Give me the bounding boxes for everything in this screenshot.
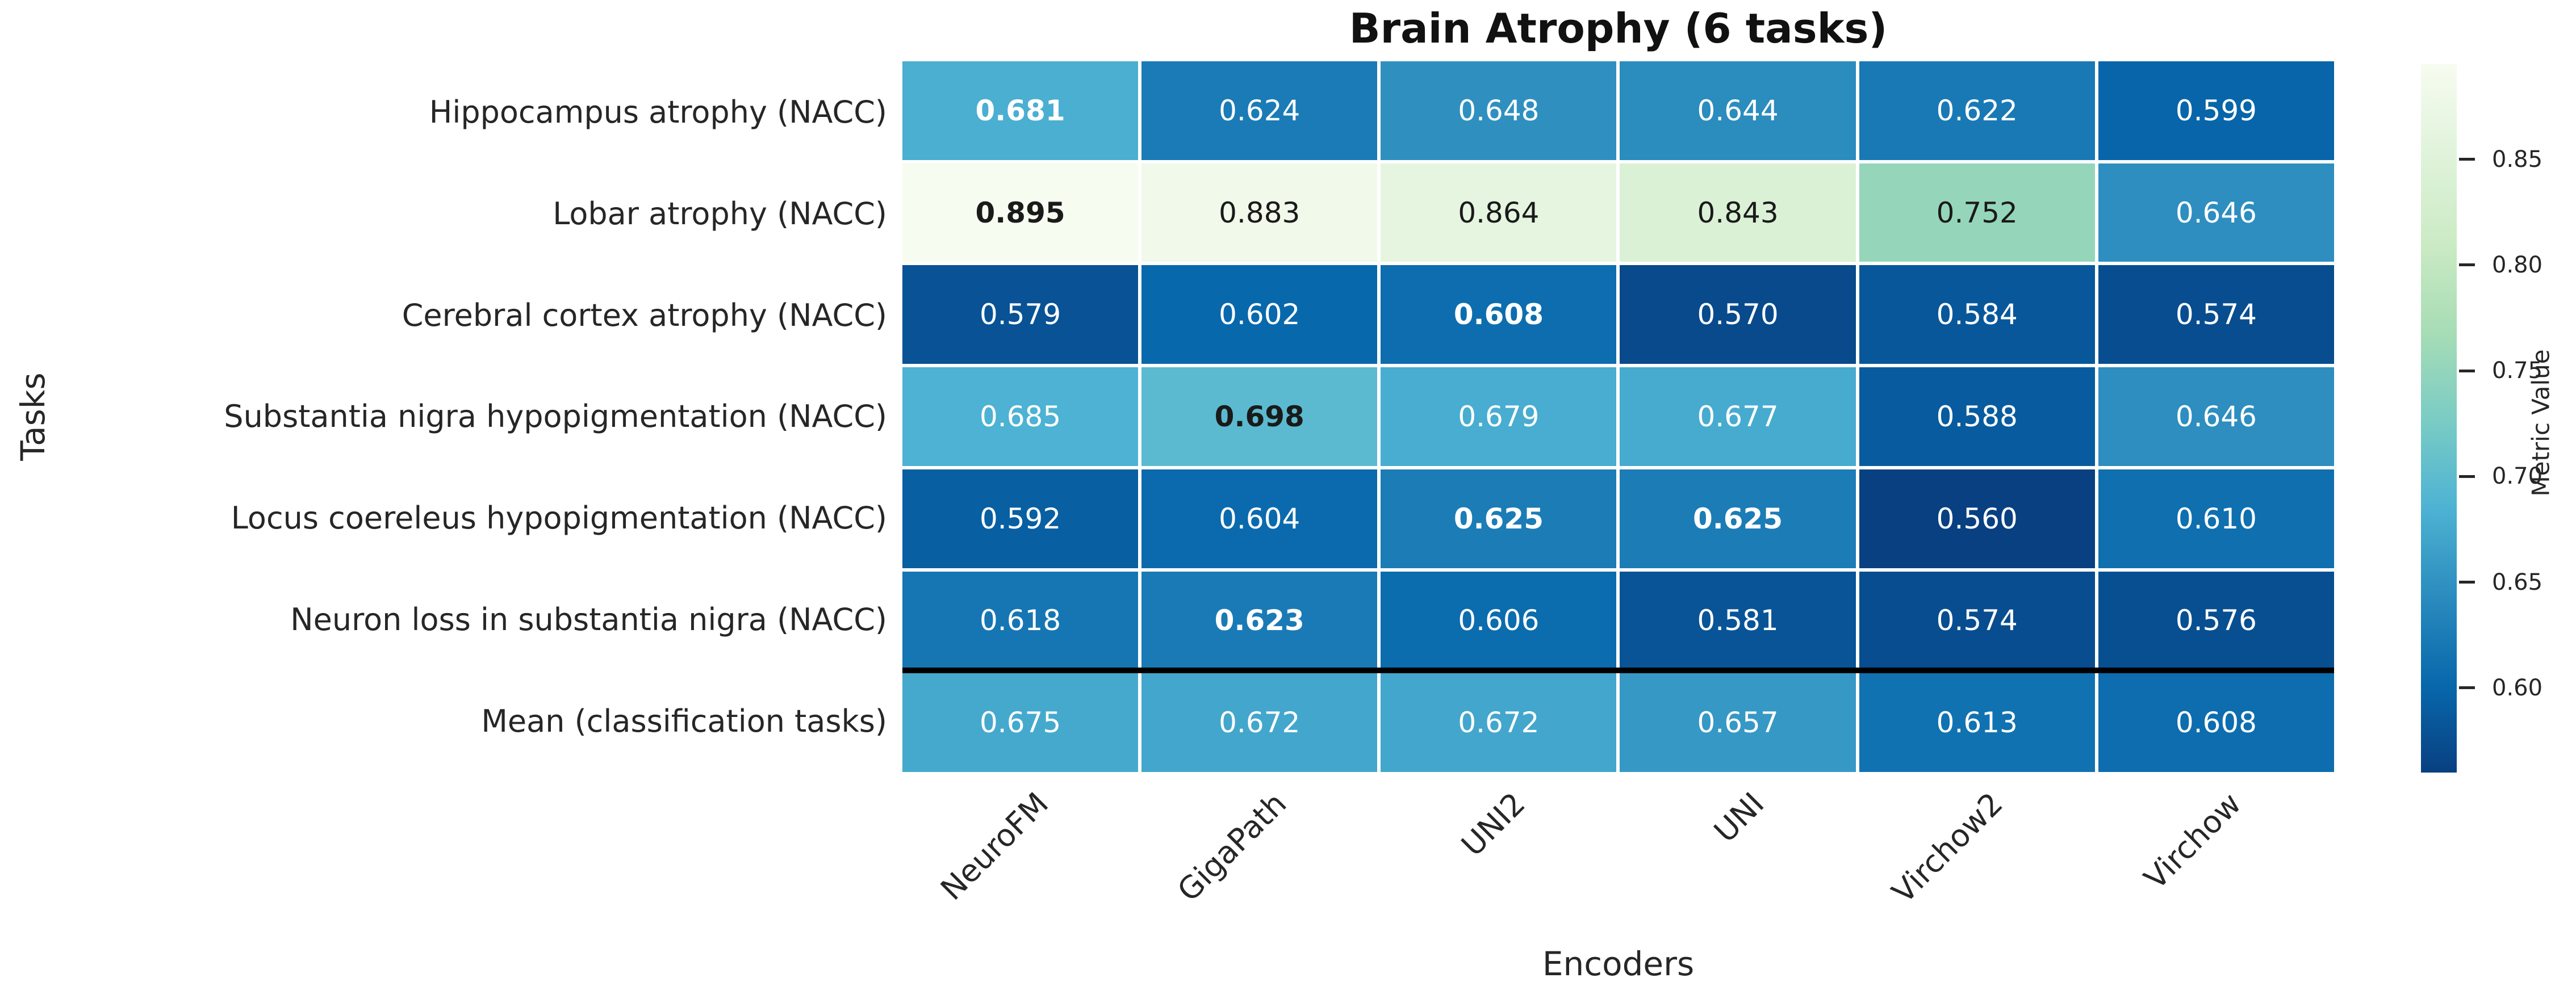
column-label: Virchow <box>2137 786 2248 897</box>
heatmap-cell: 0.608 <box>2098 673 2334 772</box>
row-label: Cerebral cortex atrophy (NACC) <box>402 297 887 333</box>
heatmap-grid: 0.681 0.624 0.648 0.644 0.622 0.599 0.895 0.883… <box>902 61 2334 772</box>
row-label: Lobar atrophy (NACC) <box>553 195 887 232</box>
colorbar-tick-label: 0.75 <box>2492 358 2543 384</box>
heatmap-cell: 0.570 <box>1620 265 1856 364</box>
heatmap-cell: 0.752 <box>1859 163 2095 262</box>
colorbar-tick-mark <box>2459 475 2475 478</box>
heatmap-cell: 0.677 <box>1620 367 1856 466</box>
column-label: UNI <box>1707 786 1771 850</box>
heatmap-cell: 0.672 <box>1141 673 1378 772</box>
heatmap-cell: 0.588 <box>1859 367 2095 466</box>
heatmap-cell: 0.646 <box>2098 163 2334 262</box>
heatmap-cell: 0.574 <box>2098 265 2334 364</box>
heatmap-cell: 0.618 <box>902 571 1139 670</box>
row-label: Substantia nigra hypopigmentation (NACC) <box>224 398 887 435</box>
heatmap-cell: 0.679 <box>1381 367 1617 466</box>
heatmap-cell: 0.576 <box>2098 571 2334 670</box>
row-label: Hippocampus atrophy (NACC) <box>429 94 887 130</box>
heatmap-cell: 0.675 <box>902 673 1139 772</box>
colorbar-tick-label: 0.70 <box>2492 463 2543 490</box>
heatmap-cell: 0.574 <box>1859 571 2095 670</box>
heatmap-cell: 0.606 <box>1381 571 1617 670</box>
heatmap-cell: 0.613 <box>1859 673 2095 772</box>
heatmap-cell: 0.599 <box>2098 61 2334 160</box>
colorbar-tick-label: 0.60 <box>2492 674 2543 701</box>
column-label: Virchow2 <box>1884 786 2010 911</box>
colorbar-tick-label: 0.65 <box>2492 569 2543 595</box>
column-label: NeuroFM <box>933 786 1055 907</box>
x-axis-label: Encoders <box>1542 945 1695 983</box>
colorbar-tick-label: 0.80 <box>2492 251 2543 278</box>
heatmap-cell: 0.560 <box>1859 469 2095 568</box>
heatmap-cell: 0.644 <box>1620 61 1856 160</box>
chart-title: Brain Atrophy (6 tasks) <box>1349 5 1888 52</box>
heatmap-cell: 0.864 <box>1381 163 1617 262</box>
heatmap-cell: 0.608 <box>1381 265 1617 364</box>
heatmap-cell: 0.883 <box>1141 163 1378 262</box>
heatmap-cell: 0.624 <box>1141 61 1378 160</box>
heatmap-cell: 0.648 <box>1381 61 1617 160</box>
heatmap-cell: 0.843 <box>1620 163 1856 262</box>
heatmap-cell: 0.584 <box>1859 265 2095 364</box>
heatmap-cell: 0.581 <box>1620 571 1856 670</box>
heatmap-cell: 0.657 <box>1620 673 1856 772</box>
heatmap-cell: 0.672 <box>1381 673 1617 772</box>
colorbar <box>2421 64 2457 773</box>
column-label: GigaPath <box>1170 786 1294 909</box>
heatmap-cell: 0.602 <box>1141 265 1378 364</box>
colorbar-tick-mark <box>2459 263 2475 267</box>
heatmap-cell: 0.646 <box>2098 367 2334 466</box>
colorbar-label: Metric Value <box>2527 349 2555 497</box>
heatmap-cell: 0.579 <box>902 265 1139 364</box>
heatmap-cell: 0.592 <box>902 469 1139 568</box>
heatmap-cell: 0.610 <box>2098 469 2334 568</box>
colorbar-tick-mark <box>2459 158 2475 161</box>
colorbar-tick-label: 0.85 <box>2492 146 2543 173</box>
colorbar-tick-mark <box>2459 369 2475 372</box>
heatmap-cell: 0.623 <box>1141 571 1378 670</box>
heatmap-cell: 0.625 <box>1620 469 1856 568</box>
row-label: Locus coereleus hypopigmentation (NACC) <box>231 500 887 536</box>
heatmap-cell: 0.622 <box>1859 61 2095 160</box>
column-label: UNI2 <box>1454 786 1532 863</box>
heatmap-cell: 0.604 <box>1141 469 1378 568</box>
row-label: Neuron loss in substantia nigra (NACC) <box>290 602 887 638</box>
mean-row-separator-line <box>902 668 2334 673</box>
row-label: Mean (classification tasks) <box>481 703 887 740</box>
colorbar-tick-mark <box>2459 581 2475 584</box>
heatmap-cell: 0.895 <box>902 163 1139 262</box>
colorbar-tick-mark <box>2459 686 2475 690</box>
heatmap-cell: 0.681 <box>902 61 1139 160</box>
heatmap-cell: 0.625 <box>1381 469 1617 568</box>
heatmap-cell: 0.685 <box>902 367 1139 466</box>
heatmap-cell: 0.698 <box>1141 367 1378 466</box>
